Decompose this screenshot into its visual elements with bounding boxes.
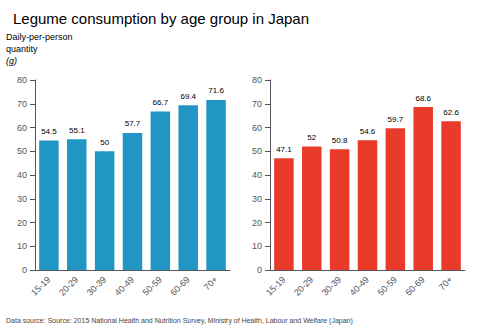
svg-text:Daily-per-person: Daily-per-person: [6, 32, 73, 42]
svg-text:20-29: 20-29: [57, 274, 80, 297]
svg-text:30-39: 30-39: [85, 274, 108, 297]
svg-text:30: 30: [252, 194, 262, 204]
svg-text:52: 52: [307, 133, 316, 142]
svg-text:(g): (g): [6, 56, 17, 66]
svg-text:20: 20: [17, 218, 27, 228]
svg-text:Legume consumption by age grou: Legume consumption by age group in Japan: [13, 10, 309, 27]
svg-text:50: 50: [17, 146, 27, 156]
svg-text:50.8: 50.8: [332, 136, 348, 145]
svg-text:20: 20: [252, 218, 262, 228]
svg-text:50-59: 50-59: [376, 274, 399, 297]
svg-text:40-49: 40-49: [348, 274, 371, 297]
svg-text:70+: 70+: [202, 274, 220, 292]
svg-text:80: 80: [252, 75, 262, 85]
svg-text:68.6: 68.6: [415, 94, 431, 103]
svg-text:70+: 70+: [437, 274, 455, 292]
svg-text:70: 70: [252, 99, 262, 109]
svg-text:59.7: 59.7: [388, 115, 404, 124]
svg-text:50: 50: [100, 138, 109, 147]
svg-text:60: 60: [17, 123, 27, 133]
svg-text:54.6: 54.6: [360, 127, 376, 136]
svg-text:47.1: 47.1: [276, 145, 292, 154]
svg-text:62.6: 62.6: [443, 108, 459, 117]
svg-text:80: 80: [17, 75, 27, 85]
svg-text:0: 0: [257, 265, 262, 275]
svg-text:30-39: 30-39: [320, 274, 343, 297]
svg-text:40: 40: [252, 170, 262, 180]
svg-text:15-19: 15-19: [29, 274, 52, 297]
svg-text:55.1: 55.1: [69, 126, 85, 135]
svg-text:60: 60: [252, 123, 262, 133]
svg-text:69.4: 69.4: [180, 92, 196, 101]
svg-text:60-69: 60-69: [168, 274, 191, 297]
svg-text:57.7: 57.7: [125, 119, 141, 128]
svg-text:60-69: 60-69: [403, 274, 426, 297]
svg-text:50: 50: [252, 146, 262, 156]
svg-text:quantity: quantity: [6, 44, 38, 54]
svg-text:20-29: 20-29: [292, 274, 315, 297]
svg-text:50-59: 50-59: [141, 274, 164, 297]
svg-text:70: 70: [17, 99, 27, 109]
svg-text:Data source: Source: 2015 Nati: Data source: Source: 2015 National Healt…: [6, 317, 353, 325]
svg-text:40-49: 40-49: [113, 274, 136, 297]
svg-text:66.7: 66.7: [153, 98, 169, 107]
svg-text:54.5: 54.5: [41, 127, 57, 136]
svg-text:10: 10: [252, 241, 262, 251]
svg-text:40: 40: [17, 170, 27, 180]
svg-text:71.6: 71.6: [208, 86, 224, 95]
svg-text:10: 10: [17, 241, 27, 251]
svg-text:0: 0: [22, 265, 27, 275]
svg-text:30: 30: [17, 194, 27, 204]
svg-text:15-19: 15-19: [264, 274, 287, 297]
